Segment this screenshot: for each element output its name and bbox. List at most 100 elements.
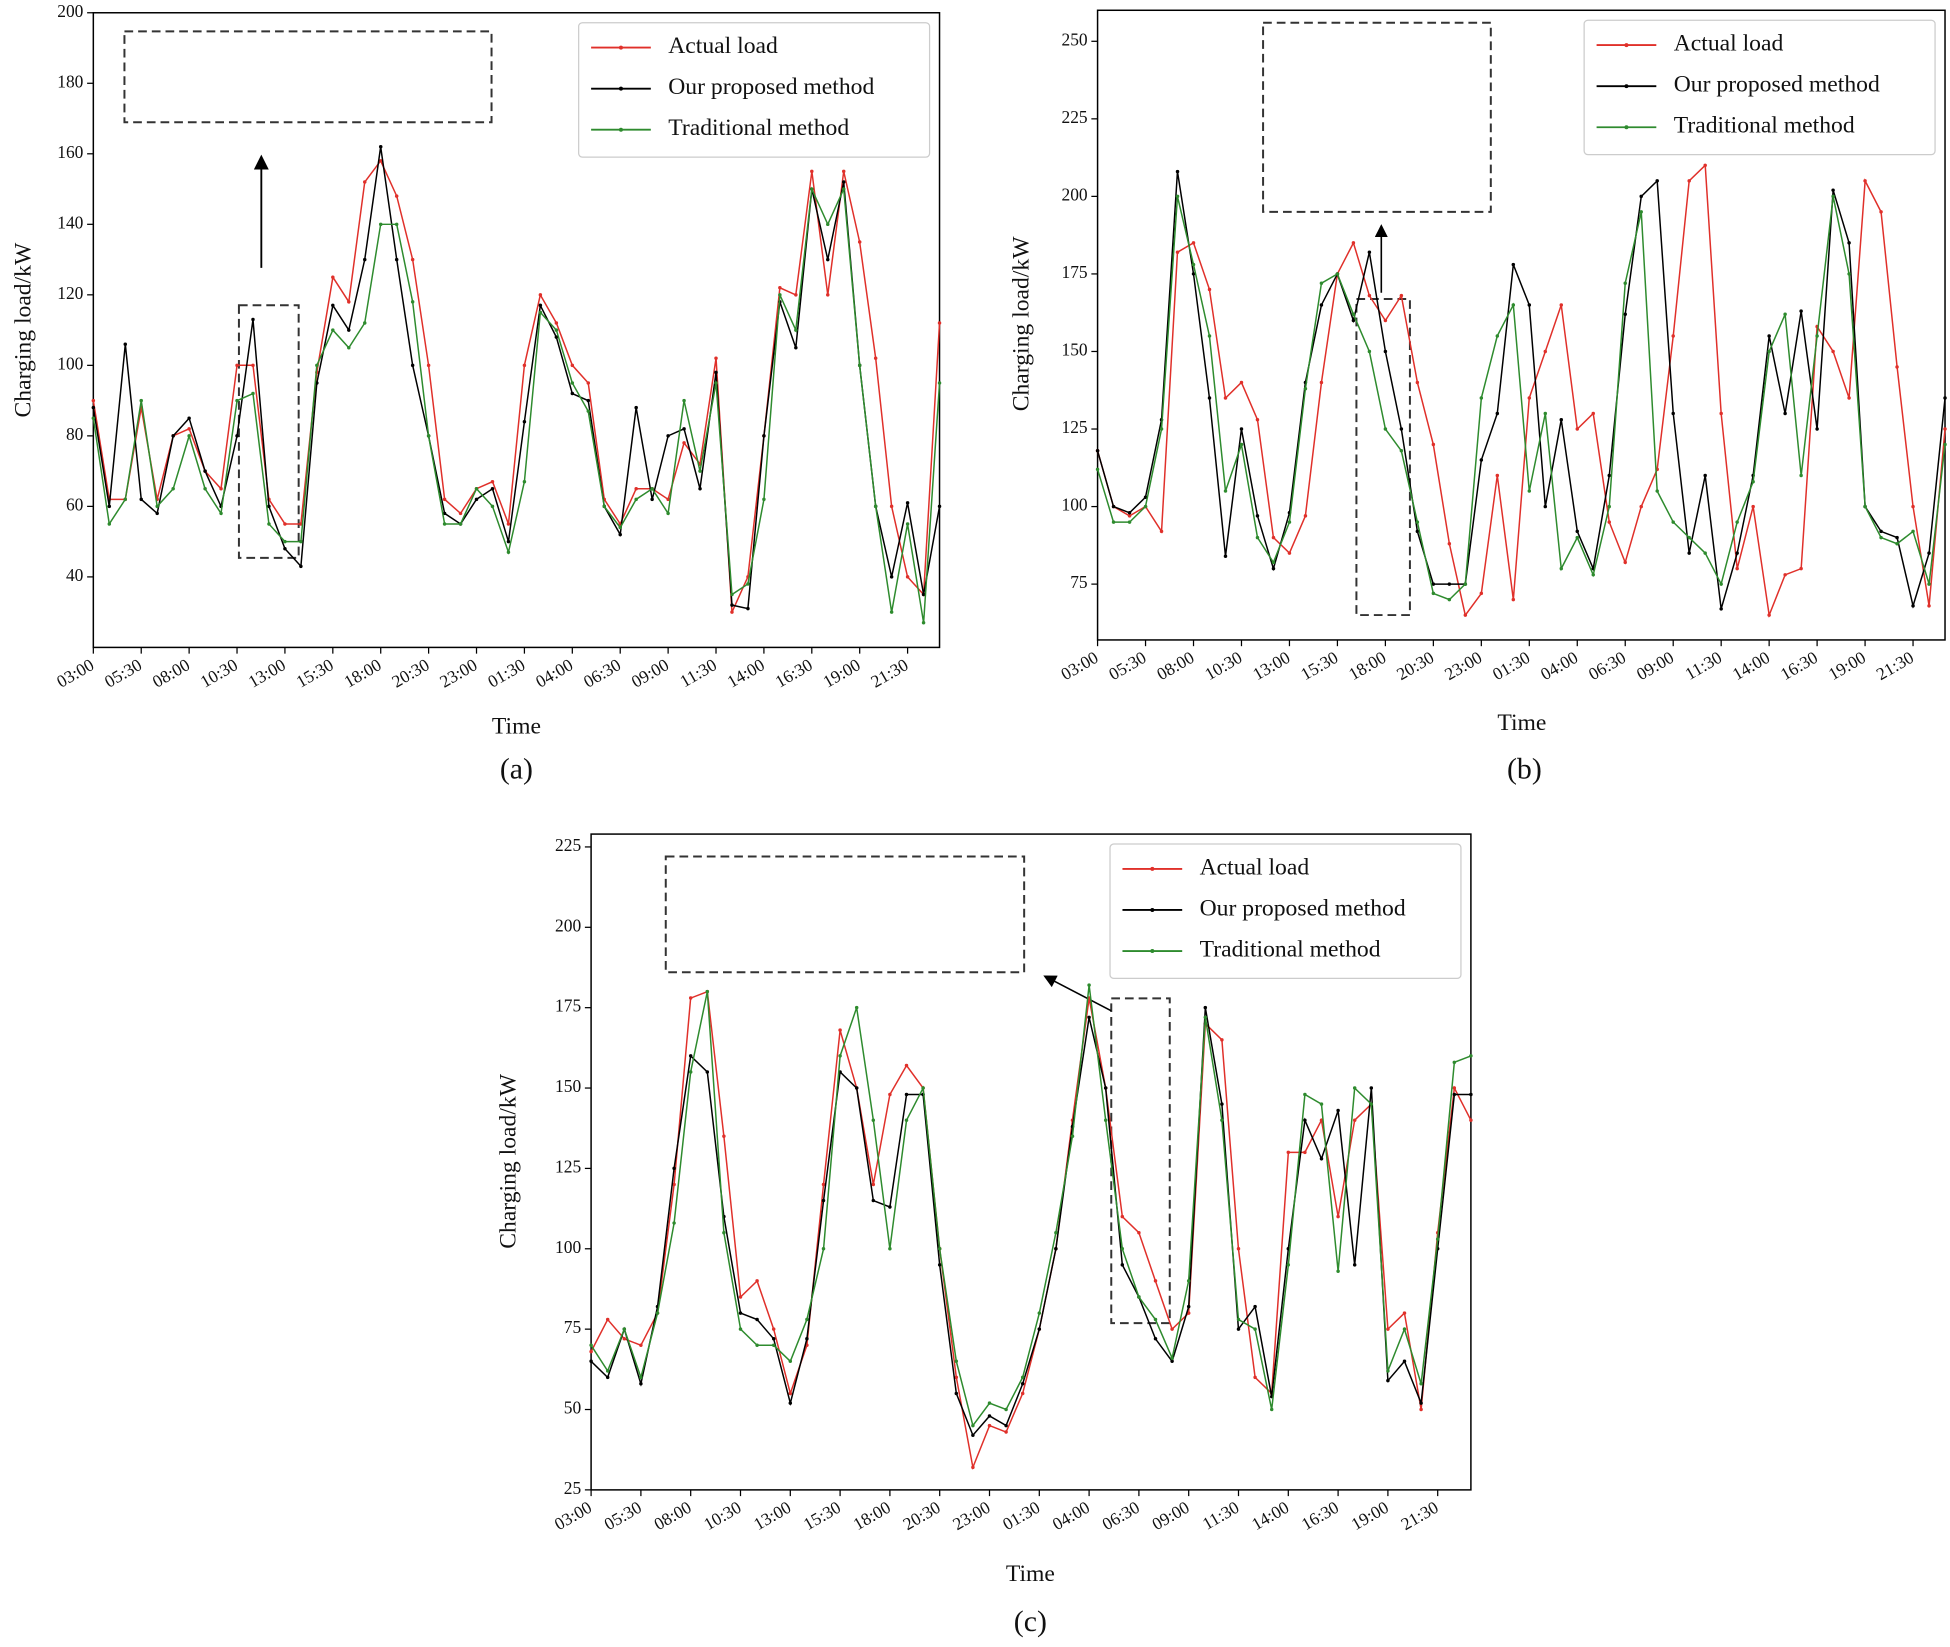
x-tick-label: 05:30 (101, 654, 146, 691)
point (91, 416, 96, 420)
point (1415, 380, 1420, 385)
point (1137, 1295, 1141, 1299)
point (618, 532, 622, 537)
point (1943, 396, 1947, 400)
x-tick-label: 08:00 (149, 654, 194, 691)
x-tick-label: 18:00 (340, 654, 385, 691)
point (1303, 1150, 1307, 1155)
point (267, 522, 271, 526)
y-tick-label: 250 (1062, 29, 1088, 49)
point (1004, 1423, 1008, 1428)
point (1335, 272, 1340, 276)
legend-marker (1624, 84, 1629, 89)
point (1895, 365, 1899, 369)
point (873, 356, 878, 361)
point (123, 497, 128, 502)
point (1220, 1038, 1224, 1042)
point (722, 1134, 726, 1139)
point (1735, 551, 1739, 555)
point (605, 1375, 610, 1380)
point (1927, 551, 1931, 555)
point (554, 328, 559, 332)
y-tick-label: 175 (1062, 262, 1088, 282)
x-tick-label: 21:30 (1397, 1497, 1442, 1534)
point (888, 1247, 892, 1251)
x-tick-label: 05:30 (1105, 647, 1150, 684)
point (1367, 293, 1372, 298)
point (622, 1337, 627, 1341)
point (394, 194, 399, 198)
point (1783, 312, 1787, 316)
point (937, 381, 942, 385)
point (1095, 467, 1100, 472)
point (1175, 169, 1180, 174)
x-tick-label: 19:00 (1825, 647, 1870, 684)
point (1911, 604, 1915, 608)
legend-box (578, 22, 931, 158)
point (299, 539, 303, 544)
point (1352, 1118, 1357, 1122)
point (618, 525, 622, 530)
point (1352, 1263, 1357, 1267)
x-tick-label: 13:00 (750, 1497, 795, 1534)
point (1120, 1214, 1125, 1219)
point (219, 511, 223, 516)
point (1175, 194, 1180, 199)
point (1895, 542, 1899, 546)
point (1170, 1356, 1174, 1360)
point (826, 293, 830, 297)
y-tick-label: 225 (1062, 107, 1088, 127)
plot-frame (1096, 9, 1946, 641)
point (251, 317, 255, 322)
point (1070, 1134, 1075, 1139)
y-tick-label: 125 (1062, 417, 1088, 437)
series-line (1096, 196, 1946, 601)
point (155, 511, 159, 516)
point (755, 1343, 759, 1347)
point (841, 169, 846, 174)
x-tick-label: 08:00 (650, 1497, 695, 1534)
point (1386, 1378, 1390, 1383)
point (666, 434, 670, 438)
point (570, 391, 575, 396)
point (139, 497, 143, 502)
point (1153, 1317, 1158, 1322)
point (1271, 560, 1276, 565)
point (251, 391, 255, 396)
point (730, 603, 734, 607)
point (921, 592, 926, 597)
x-tick-label: 20:30 (1393, 647, 1438, 684)
point (873, 504, 878, 509)
x-axis-label: Time (492, 714, 541, 740)
point (714, 370, 718, 375)
point (778, 286, 782, 290)
point (889, 504, 894, 509)
point (1687, 535, 1691, 540)
point (1087, 1015, 1091, 1020)
point (1655, 179, 1659, 183)
point (889, 575, 894, 579)
point (1127, 520, 1132, 524)
x-tick-label: 03:00 (551, 1497, 596, 1534)
point (251, 363, 255, 368)
point (474, 497, 479, 502)
point (1369, 1102, 1374, 1106)
point (1607, 473, 1611, 478)
point (705, 1070, 710, 1074)
point (688, 1070, 693, 1074)
point (1927, 582, 1931, 586)
point (235, 363, 239, 368)
point (602, 504, 606, 509)
x-tick-label: 04:00 (1537, 647, 1582, 684)
point (622, 1327, 627, 1331)
legend-box (1583, 19, 1936, 156)
point (605, 1317, 610, 1322)
point (1271, 535, 1276, 540)
point (1495, 411, 1500, 416)
point (1527, 489, 1532, 493)
legend-marker (1150, 949, 1155, 954)
point (1831, 349, 1835, 354)
series-line (590, 985, 1472, 1428)
point (1253, 1375, 1257, 1380)
point (1351, 318, 1356, 323)
